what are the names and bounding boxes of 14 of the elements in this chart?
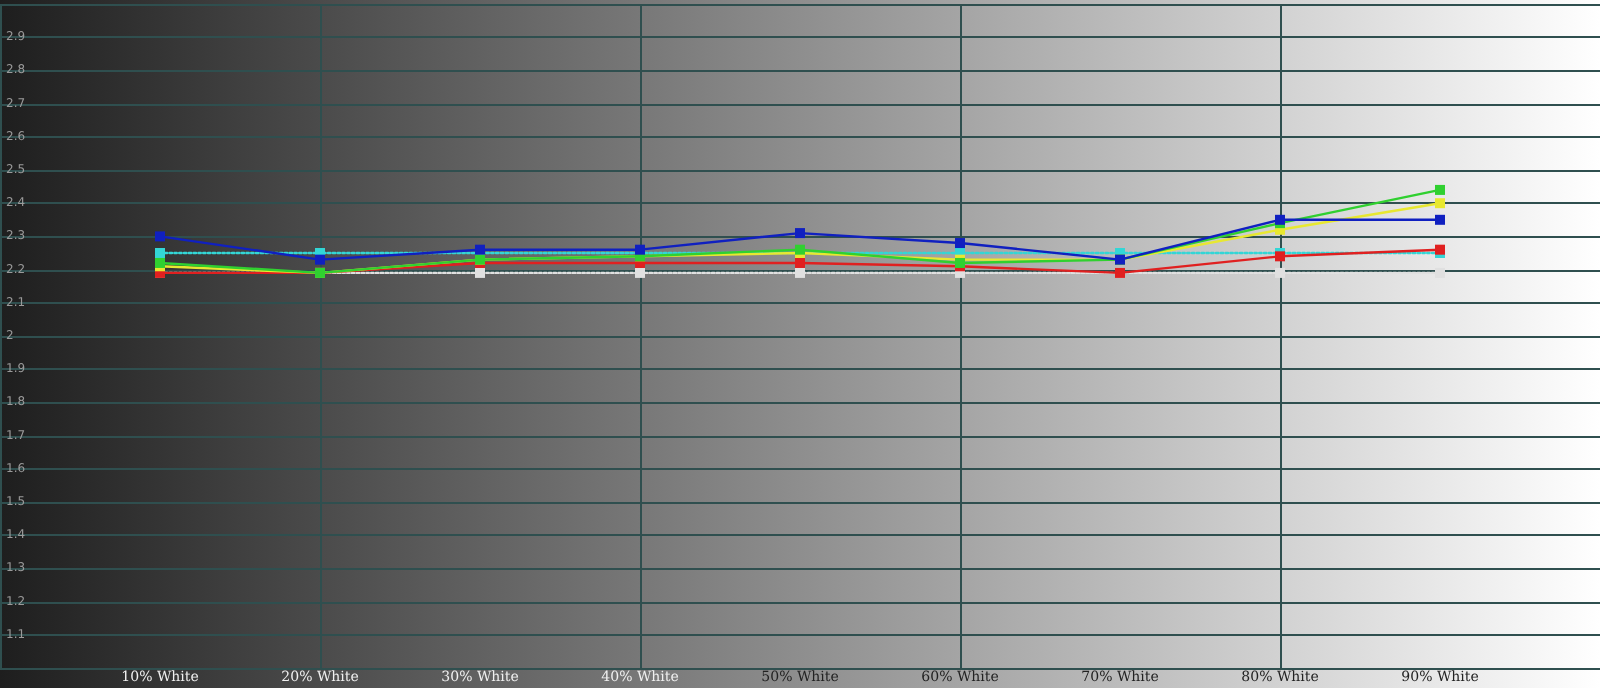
point — [955, 238, 965, 249]
point — [155, 248, 165, 258]
point — [1435, 184, 1445, 195]
point — [635, 267, 645, 278]
point — [795, 267, 805, 278]
point — [1435, 267, 1445, 278]
point — [795, 257, 805, 268]
point — [315, 254, 325, 265]
point — [475, 267, 485, 278]
point — [1275, 267, 1285, 278]
point — [155, 231, 165, 242]
point — [1435, 214, 1445, 225]
point — [1435, 198, 1445, 209]
point — [795, 228, 805, 239]
